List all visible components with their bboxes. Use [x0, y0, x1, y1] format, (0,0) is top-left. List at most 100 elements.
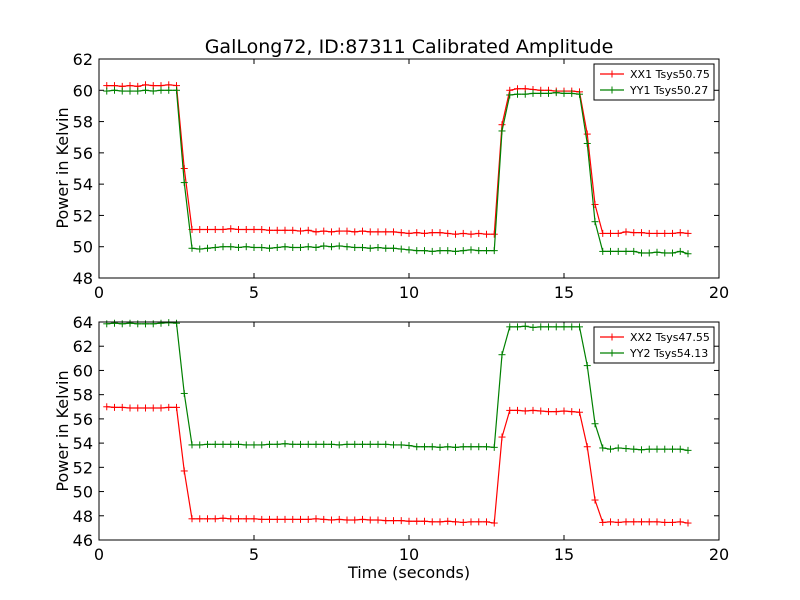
bottom-ytick-label-0: 46 — [73, 531, 93, 550]
top-series-0-point-24 — [289, 226, 297, 234]
top-series-0-point-26 — [304, 226, 312, 234]
top-xtick-label-1: 5 — [249, 283, 259, 302]
bottom-series-0-point-11 — [188, 515, 196, 523]
top-series-0-point-30 — [335, 227, 343, 235]
top-series-0-point-65 — [607, 229, 614, 237]
top-series-1-point-30 — [335, 242, 343, 250]
bottom-series-1-point-21 — [266, 440, 273, 448]
bottom-series-0-point-55 — [529, 406, 537, 414]
bottom-series-0-point-56 — [537, 407, 545, 415]
bottom-series-0-point-46 — [459, 518, 467, 526]
bottom-ytick-label-2: 50 — [73, 483, 93, 502]
top-series-0-point-67 — [622, 228, 630, 236]
bottom-series-1-point-48 — [475, 443, 483, 451]
bottom-series-1-point-44 — [444, 443, 452, 451]
bottom-series-0-point-52 — [506, 406, 514, 414]
top-series-0-point-16 — [227, 225, 235, 233]
top-series-1-point-49 — [483, 247, 490, 255]
top-series-0-point-50 — [490, 230, 498, 238]
top-series-0-point-39 — [405, 229, 413, 237]
bottom-series-1-point-65 — [607, 445, 614, 453]
top-series-0-point-46 — [459, 229, 467, 237]
top-series-1-point-28 — [320, 242, 328, 250]
bottom-series-0-point-29 — [328, 516, 335, 524]
bottom-series-0-point-14 — [211, 515, 219, 523]
top-series-0-point-29 — [328, 228, 335, 236]
bottom-ytick-label-6: 58 — [73, 386, 93, 405]
bottom-series-1-point-31 — [343, 440, 351, 448]
bottom-series-0-point-70 — [645, 518, 653, 526]
top-series-0-point-71 — [653, 229, 661, 237]
bottom-series-0-point-48 — [475, 518, 483, 526]
top-series-0-point-25 — [297, 227, 304, 235]
top-series-1-point-72 — [661, 249, 669, 257]
top-series-1-point-53 — [514, 90, 521, 98]
bottom-series-1-point-37 — [390, 441, 397, 449]
top-series-1-point-46 — [459, 247, 467, 255]
bottom-series-0-point-59 — [560, 407, 568, 415]
bottom-series-1-point-62 — [583, 362, 591, 370]
top-series-1-point-63 — [591, 218, 599, 226]
top-series-0-point-44 — [444, 229, 452, 237]
bottom-legend: XX2 Tsys47.55 YY2 Tsys54.13 — [593, 326, 715, 364]
bottom-series-1-point-51 — [498, 351, 506, 359]
bottom-series-1-point-64 — [599, 444, 607, 452]
bottom-series-1-point-67 — [622, 445, 630, 453]
bottom-series-0-point-47 — [467, 518, 475, 526]
bottom-series-1-point-8 — [165, 319, 173, 327]
bottom-series-0-point-49 — [483, 518, 490, 526]
top-series-1-point-50 — [490, 247, 498, 255]
top-series-0-point-14 — [211, 226, 219, 234]
top-series-1-point-45 — [452, 247, 459, 255]
bottom-series-0-point-24 — [289, 515, 297, 523]
bottom-series-1-point-34 — [366, 440, 374, 448]
top-series-1-point-65 — [607, 247, 614, 255]
top-ytick-label-4: 56 — [73, 144, 93, 163]
top-series-0-point-42 — [428, 229, 436, 237]
top-series-0-point-63 — [591, 200, 599, 208]
bottom-series-1-point-35 — [374, 440, 382, 448]
top-series-1-point-10 — [180, 179, 188, 187]
bottom-series-1-point-38 — [397, 441, 405, 449]
bottom-series-0-point-67 — [622, 518, 630, 526]
top-plot-frame — [98, 58, 720, 279]
bottom-ytick-label-1: 48 — [73, 507, 93, 526]
top-ylabel: Power in Kelvin — [53, 107, 72, 228]
bottom-series-0-point-39 — [405, 517, 413, 525]
top-series-1-point-51 — [498, 127, 506, 135]
bottom-series-1-point-73 — [669, 445, 676, 453]
top-series-0-point-37 — [390, 228, 397, 236]
bottom-ylabel: Power in Kelvin — [53, 370, 72, 491]
top-series-0-point-73 — [669, 229, 676, 237]
top-series-1-point-66 — [614, 247, 622, 255]
bottom-series-0-point-6 — [149, 404, 157, 412]
bottom-series-0-point-36 — [382, 517, 390, 525]
top-series-1-point-56 — [537, 89, 545, 97]
top-series-1-point-73 — [669, 249, 676, 257]
bottom-series-0-point-63 — [591, 496, 599, 504]
bottom-series-1-point-61 — [576, 323, 583, 331]
bottom-series-0-point-1 — [111, 403, 118, 411]
bottom-series-0-point-28 — [320, 515, 328, 523]
top-xtick-label-4: 20 — [709, 283, 729, 302]
bottom-series-1-point-28 — [320, 440, 328, 448]
bottom-series-0-point-18 — [242, 515, 250, 523]
bottom-series-0-point-26 — [304, 515, 312, 523]
bottom-series-0-point-41 — [421, 517, 428, 525]
top-series-0-point-32 — [351, 228, 359, 236]
bottom-series-0-point-13 — [204, 515, 211, 523]
top-series-0-point-34 — [366, 228, 374, 236]
top-series-0-point-45 — [452, 230, 459, 238]
bottom-series-0-point-50 — [490, 519, 498, 527]
top-series-1-point-64 — [599, 247, 607, 255]
top-series-1-point-55 — [529, 89, 537, 97]
top-series-1-point-17 — [235, 243, 242, 251]
bottom-series-0-point-75 — [684, 519, 692, 527]
bottom-series-1-line — [106, 322, 689, 451]
top-series-1-point-13 — [204, 244, 211, 252]
bottom-series-0-point-66 — [614, 518, 622, 526]
bottom-series-1-point-30 — [335, 441, 343, 449]
top-series-0-point-62 — [583, 130, 591, 138]
top-series-0-point-18 — [242, 226, 250, 234]
